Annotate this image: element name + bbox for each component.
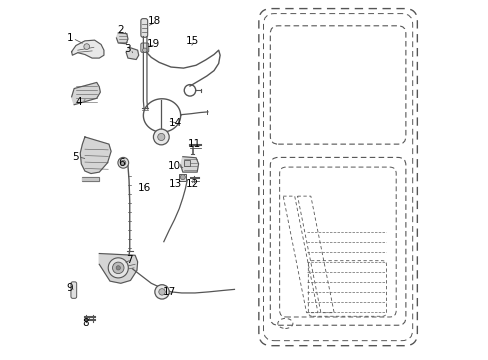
Circle shape (159, 289, 165, 295)
Circle shape (153, 129, 169, 145)
Text: 8: 8 (82, 318, 89, 328)
Polygon shape (82, 177, 99, 181)
Circle shape (180, 175, 185, 180)
Circle shape (116, 266, 120, 270)
Circle shape (142, 48, 147, 52)
FancyBboxPatch shape (141, 43, 148, 52)
Text: 1: 1 (66, 33, 73, 43)
Circle shape (118, 157, 128, 168)
Circle shape (155, 285, 169, 299)
Text: 7: 7 (125, 255, 132, 265)
Circle shape (112, 262, 124, 274)
Circle shape (121, 160, 125, 165)
Polygon shape (80, 137, 111, 174)
Text: 10: 10 (168, 161, 181, 171)
FancyBboxPatch shape (183, 160, 190, 166)
Text: 16: 16 (138, 183, 151, 193)
FancyBboxPatch shape (179, 174, 186, 181)
Text: 14: 14 (169, 118, 182, 128)
Polygon shape (72, 40, 104, 58)
Circle shape (83, 44, 89, 49)
Polygon shape (126, 47, 139, 59)
Text: 19: 19 (146, 40, 160, 49)
FancyBboxPatch shape (141, 19, 147, 37)
Text: 12: 12 (185, 179, 199, 189)
Text: 2: 2 (117, 25, 124, 35)
Circle shape (158, 134, 164, 140)
Text: 13: 13 (169, 179, 182, 189)
Polygon shape (180, 157, 198, 172)
Text: 11: 11 (187, 139, 201, 149)
Text: 4: 4 (75, 97, 82, 107)
Text: 5: 5 (72, 152, 79, 162)
Circle shape (108, 258, 128, 278)
Text: 18: 18 (147, 17, 161, 27)
Text: 9: 9 (66, 283, 73, 293)
Text: 6: 6 (118, 158, 125, 168)
Text: 17: 17 (163, 287, 176, 297)
Text: 3: 3 (124, 44, 131, 54)
Polygon shape (72, 82, 100, 105)
Polygon shape (99, 253, 137, 283)
FancyBboxPatch shape (71, 282, 77, 298)
Polygon shape (116, 33, 128, 44)
Text: 15: 15 (185, 36, 199, 46)
